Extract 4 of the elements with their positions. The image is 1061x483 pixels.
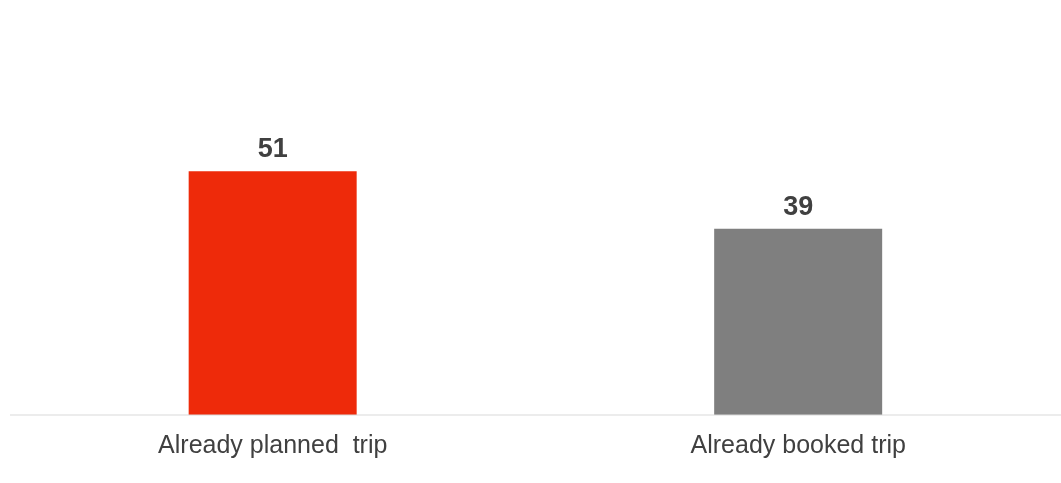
x-tick-label: Already planned trip	[158, 430, 388, 458]
data-label: 39	[783, 190, 814, 221]
data-label: 51	[257, 133, 288, 164]
x-tick-label: Already booked trip	[690, 430, 906, 458]
